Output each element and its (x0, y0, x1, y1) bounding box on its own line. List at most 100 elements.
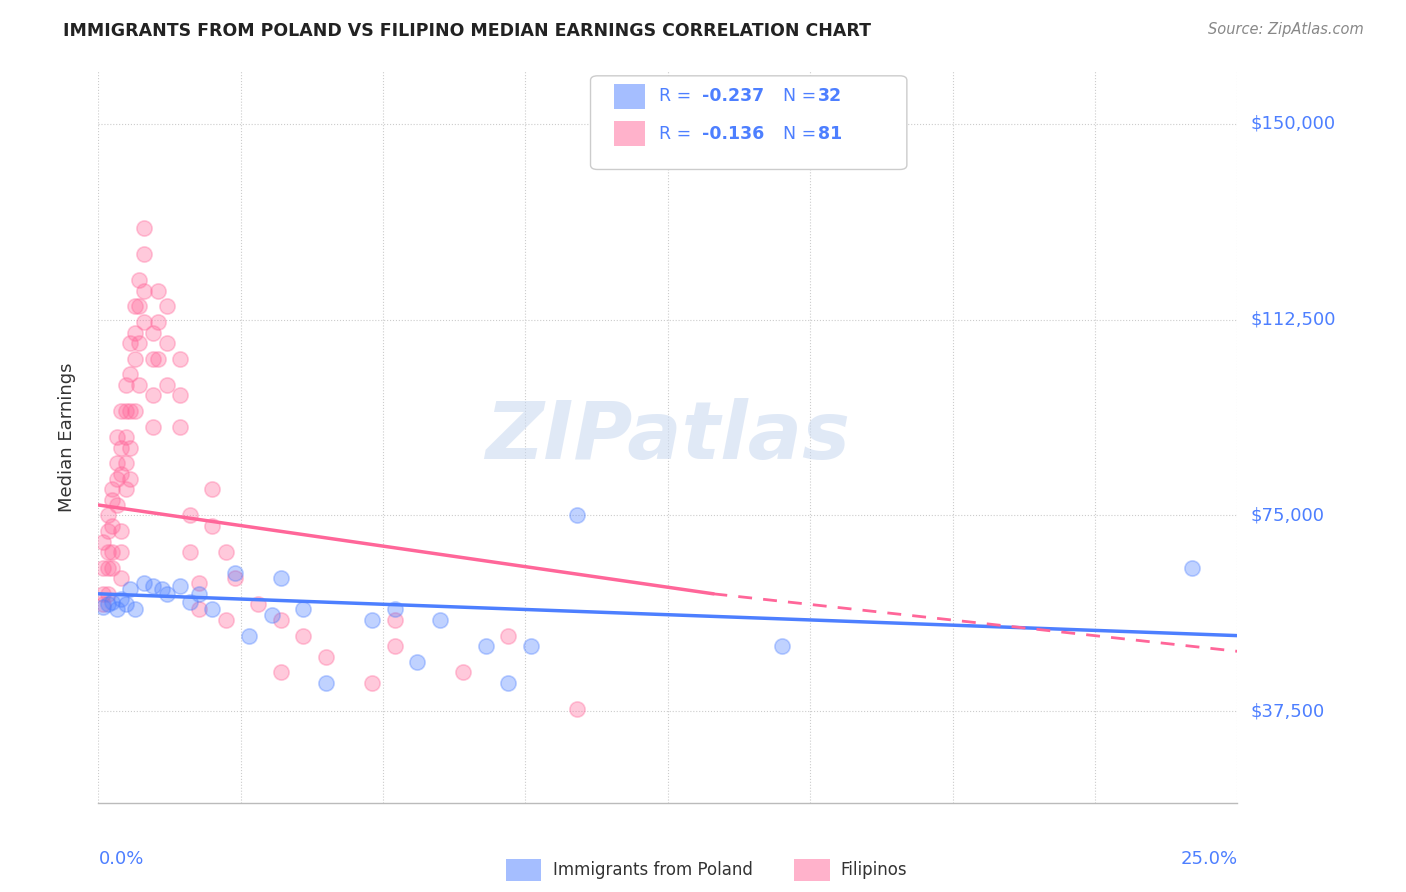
Immigrants from Poland (238, 629, 260, 643)
Immigrants from Poland (270, 571, 292, 585)
Filipinos (96, 587, 118, 601)
Immigrants from Poland (101, 594, 124, 608)
Filipinos (270, 665, 292, 680)
Filipinos (142, 388, 165, 402)
Filipinos (91, 597, 114, 611)
Immigrants from Poland (1181, 560, 1204, 574)
Filipinos (114, 377, 136, 392)
Immigrants from Poland (91, 599, 114, 614)
Filipinos (128, 273, 150, 287)
Immigrants from Poland (384, 602, 406, 616)
Immigrants from Poland (169, 579, 191, 593)
Filipinos (110, 441, 132, 455)
Filipinos (114, 404, 136, 418)
Filipinos (96, 524, 118, 538)
Filipinos (128, 300, 150, 314)
Filipinos (101, 492, 124, 507)
Filipinos (142, 326, 165, 340)
Text: Immigrants from Poland: Immigrants from Poland (553, 861, 752, 879)
Filipinos (120, 441, 142, 455)
Filipinos (156, 300, 179, 314)
Filipinos (246, 597, 269, 611)
Immigrants from Poland (150, 582, 173, 596)
Filipinos (128, 336, 150, 351)
Immigrants from Poland (132, 576, 155, 591)
Filipinos (105, 430, 128, 444)
Immigrants from Poland (187, 587, 209, 601)
Immigrants from Poland (120, 582, 142, 596)
Filipinos (110, 545, 132, 559)
Text: Filipinos: Filipinos (841, 861, 907, 879)
Filipinos (201, 519, 224, 533)
Immigrants from Poland (474, 639, 496, 653)
Immigrants from Poland (429, 613, 451, 627)
Filipinos (114, 430, 136, 444)
Immigrants from Poland (96, 597, 118, 611)
Text: -0.237: -0.237 (702, 87, 763, 105)
Text: $75,000: $75,000 (1251, 507, 1324, 524)
Filipinos (146, 351, 169, 366)
Immigrants from Poland (315, 675, 337, 690)
Filipinos (124, 404, 146, 418)
Filipinos (270, 613, 292, 627)
Filipinos (142, 419, 165, 434)
Filipinos (132, 315, 155, 329)
Filipinos (114, 483, 136, 497)
Text: $150,000: $150,000 (1251, 114, 1336, 133)
Filipinos (179, 508, 201, 523)
Filipinos (120, 336, 142, 351)
Filipinos (110, 404, 132, 418)
Filipinos (215, 545, 238, 559)
Text: Median Earnings: Median Earnings (58, 362, 76, 512)
Text: ZIPatlas: ZIPatlas (485, 398, 851, 476)
Filipinos (124, 326, 146, 340)
Text: Source: ZipAtlas.com: Source: ZipAtlas.com (1208, 22, 1364, 37)
Text: 81: 81 (818, 125, 842, 143)
Filipinos (451, 665, 474, 680)
Filipinos (142, 351, 165, 366)
Filipinos (110, 524, 132, 538)
Filipinos (105, 472, 128, 486)
Immigrants from Poland (201, 602, 224, 616)
Immigrants from Poland (224, 566, 246, 580)
Filipinos (146, 315, 169, 329)
Filipinos (128, 377, 150, 392)
Filipinos (91, 560, 114, 574)
Filipinos (498, 629, 520, 643)
Filipinos (96, 560, 118, 574)
Filipinos (101, 483, 124, 497)
Immigrants from Poland (360, 613, 382, 627)
Filipinos (292, 629, 315, 643)
Filipinos (120, 472, 142, 486)
Text: 25.0%: 25.0% (1180, 850, 1237, 868)
Filipinos (169, 351, 191, 366)
Text: -0.136: -0.136 (702, 125, 763, 143)
Immigrants from Poland (179, 594, 201, 608)
Text: R =: R = (659, 87, 697, 105)
Text: $112,500: $112,500 (1251, 310, 1337, 328)
Filipinos (96, 545, 118, 559)
Filipinos (91, 587, 114, 601)
Filipinos (120, 404, 142, 418)
Filipinos (215, 613, 238, 627)
Filipinos (565, 702, 588, 716)
Text: 0.0%: 0.0% (98, 850, 143, 868)
Filipinos (110, 571, 132, 585)
Immigrants from Poland (520, 639, 543, 653)
Filipinos (124, 351, 146, 366)
Filipinos (169, 419, 191, 434)
Filipinos (124, 300, 146, 314)
Filipinos (224, 571, 246, 585)
Filipinos (146, 284, 169, 298)
Filipinos (132, 284, 155, 298)
Immigrants from Poland (498, 675, 520, 690)
Filipinos (91, 534, 114, 549)
Immigrants from Poland (770, 639, 793, 653)
Immigrants from Poland (292, 602, 315, 616)
Filipinos (360, 675, 382, 690)
Filipinos (179, 545, 201, 559)
Filipinos (156, 377, 179, 392)
Immigrants from Poland (105, 602, 128, 616)
Immigrants from Poland (406, 655, 429, 669)
Filipinos (105, 498, 128, 512)
